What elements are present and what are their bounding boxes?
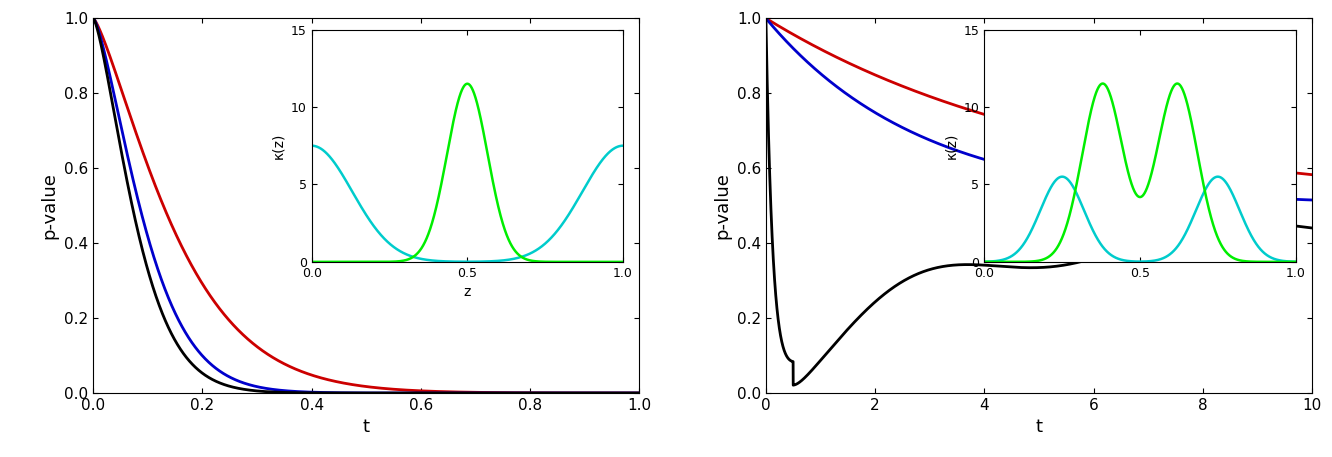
Y-axis label: p-value: p-value <box>40 172 59 239</box>
X-axis label: t: t <box>362 419 370 436</box>
Y-axis label: p-value: p-value <box>713 172 731 239</box>
X-axis label: t: t <box>1035 419 1043 436</box>
